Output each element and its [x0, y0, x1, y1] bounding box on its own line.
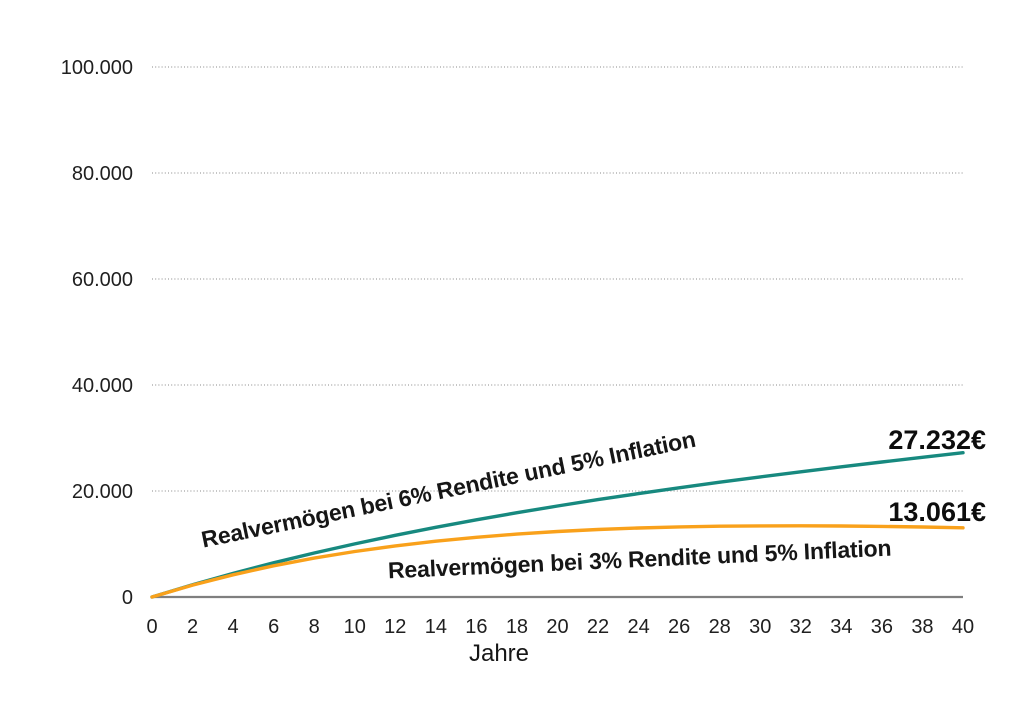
y-tick-label: 80.000	[72, 163, 133, 185]
x-tick-label: 0	[146, 616, 157, 638]
x-tick-label: 34	[830, 616, 852, 638]
x-tick-label: 30	[749, 616, 771, 638]
y-tick-label: 20.000	[72, 481, 133, 503]
x-tick-label: 6	[268, 616, 279, 638]
x-tick-label: 38	[911, 616, 933, 638]
x-tick-label: 14	[425, 616, 447, 638]
x-tick-label: 32	[790, 616, 812, 638]
x-tick-label: 8	[309, 616, 320, 638]
x-tick-label: 16	[465, 616, 487, 638]
end-value-label-6-percent: 27.232€	[888, 425, 986, 455]
series-label-6-percent: Realvermögen bei 6% Rendite und 5% Infla…	[199, 426, 698, 553]
y-tick-label: 40.000	[72, 375, 133, 397]
y-axis-labels: 0 20.000 40.000 60.000 80.000 100.000	[61, 57, 133, 609]
x-tick-label: 18	[506, 616, 528, 638]
series-label-3-percent: Realvermögen bei 3% Rendite und 5% Infla…	[387, 535, 891, 584]
x-tick-label: 20	[546, 616, 568, 638]
x-tick-label: 10	[344, 616, 366, 638]
y-tick-label: 0	[122, 587, 133, 609]
x-axis-title: Jahre	[469, 640, 529, 667]
series-lines	[150, 451, 965, 599]
y-tick-label: 100.000	[61, 57, 133, 79]
x-tick-label: 26	[668, 616, 690, 638]
x-tick-label: 28	[709, 616, 731, 638]
x-tick-label: 4	[228, 616, 239, 638]
x-tick-label: 2	[187, 616, 198, 638]
series-line-0	[150, 451, 965, 599]
end-value-label-3-percent: 13.061€	[888, 497, 986, 527]
series-line-1	[150, 524, 965, 599]
x-tick-label: 40	[952, 616, 974, 638]
x-tick-label: 22	[587, 616, 609, 638]
gridlines	[152, 66, 963, 599]
x-axis-labels: 0 2 4 6 8 10 12 14 16 18 20 22 24 26 28 30 32 34 36 38 40	[146, 616, 974, 638]
x-tick-label: 24	[627, 616, 649, 638]
x-tick-label: 12	[384, 616, 406, 638]
y-tick-label: 60.000	[72, 269, 133, 291]
x-tick-label: 36	[871, 616, 893, 638]
